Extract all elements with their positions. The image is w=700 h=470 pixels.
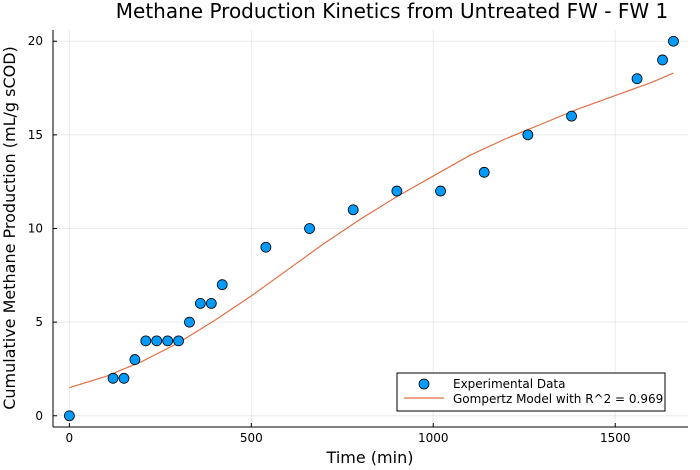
data-point (118, 372, 130, 384)
data-point (162, 335, 174, 347)
chart-title: Methane Production Kinetics from Untreat… (116, 0, 668, 23)
y-tick-label: 20 (28, 34, 43, 48)
data-point (173, 335, 184, 347)
data-point (194, 298, 206, 309)
data-point (205, 298, 217, 309)
data-point (63, 410, 75, 422)
data-point (657, 54, 668, 66)
x-axis-label: Time (min) (326, 448, 414, 467)
y-tick-label: 0 (35, 409, 43, 423)
x-tick-label: 1000 (418, 431, 449, 445)
data-point (184, 316, 195, 328)
data-point (107, 372, 119, 384)
data-point (129, 354, 141, 365)
data-point (566, 110, 577, 122)
legend-label-experimental: Experimental Data (453, 377, 566, 391)
data-point (216, 279, 228, 291)
x-tick-label: 1500 (600, 431, 631, 445)
y-tick-label: 10 (28, 222, 43, 236)
data-point (478, 166, 490, 178)
ticks: 0 500 1000 1500 0 5 10 15 20 (28, 34, 631, 445)
data-point (151, 335, 163, 347)
grid (53, 30, 688, 427)
data-point (140, 335, 152, 347)
x-tick-label: 500 (240, 431, 263, 445)
y-tick-label: 15 (28, 128, 43, 142)
legend: Experimental Data Gompertz Model with R^… (396, 372, 666, 412)
legend-box (396, 372, 666, 412)
x-tick-label: 0 (66, 431, 74, 445)
gompertz-model-line (69, 72, 674, 389)
data-point (668, 35, 679, 47)
data-point (522, 129, 534, 141)
data-point (347, 204, 359, 216)
data-point (304, 223, 315, 234)
plot-area (63, 35, 679, 422)
data-point (631, 73, 643, 85)
data-point (391, 185, 403, 197)
y-tick-label: 5 (35, 315, 43, 329)
data-point (260, 241, 272, 253)
legend-label-gompertz: Gompertz Model with R^2 = 0.969 (453, 392, 663, 406)
legend-marker-experimental (418, 378, 430, 390)
y-axis-label: Cumulative Methane Production (mL/g sCOD… (0, 46, 19, 410)
data-point (435, 185, 446, 197)
